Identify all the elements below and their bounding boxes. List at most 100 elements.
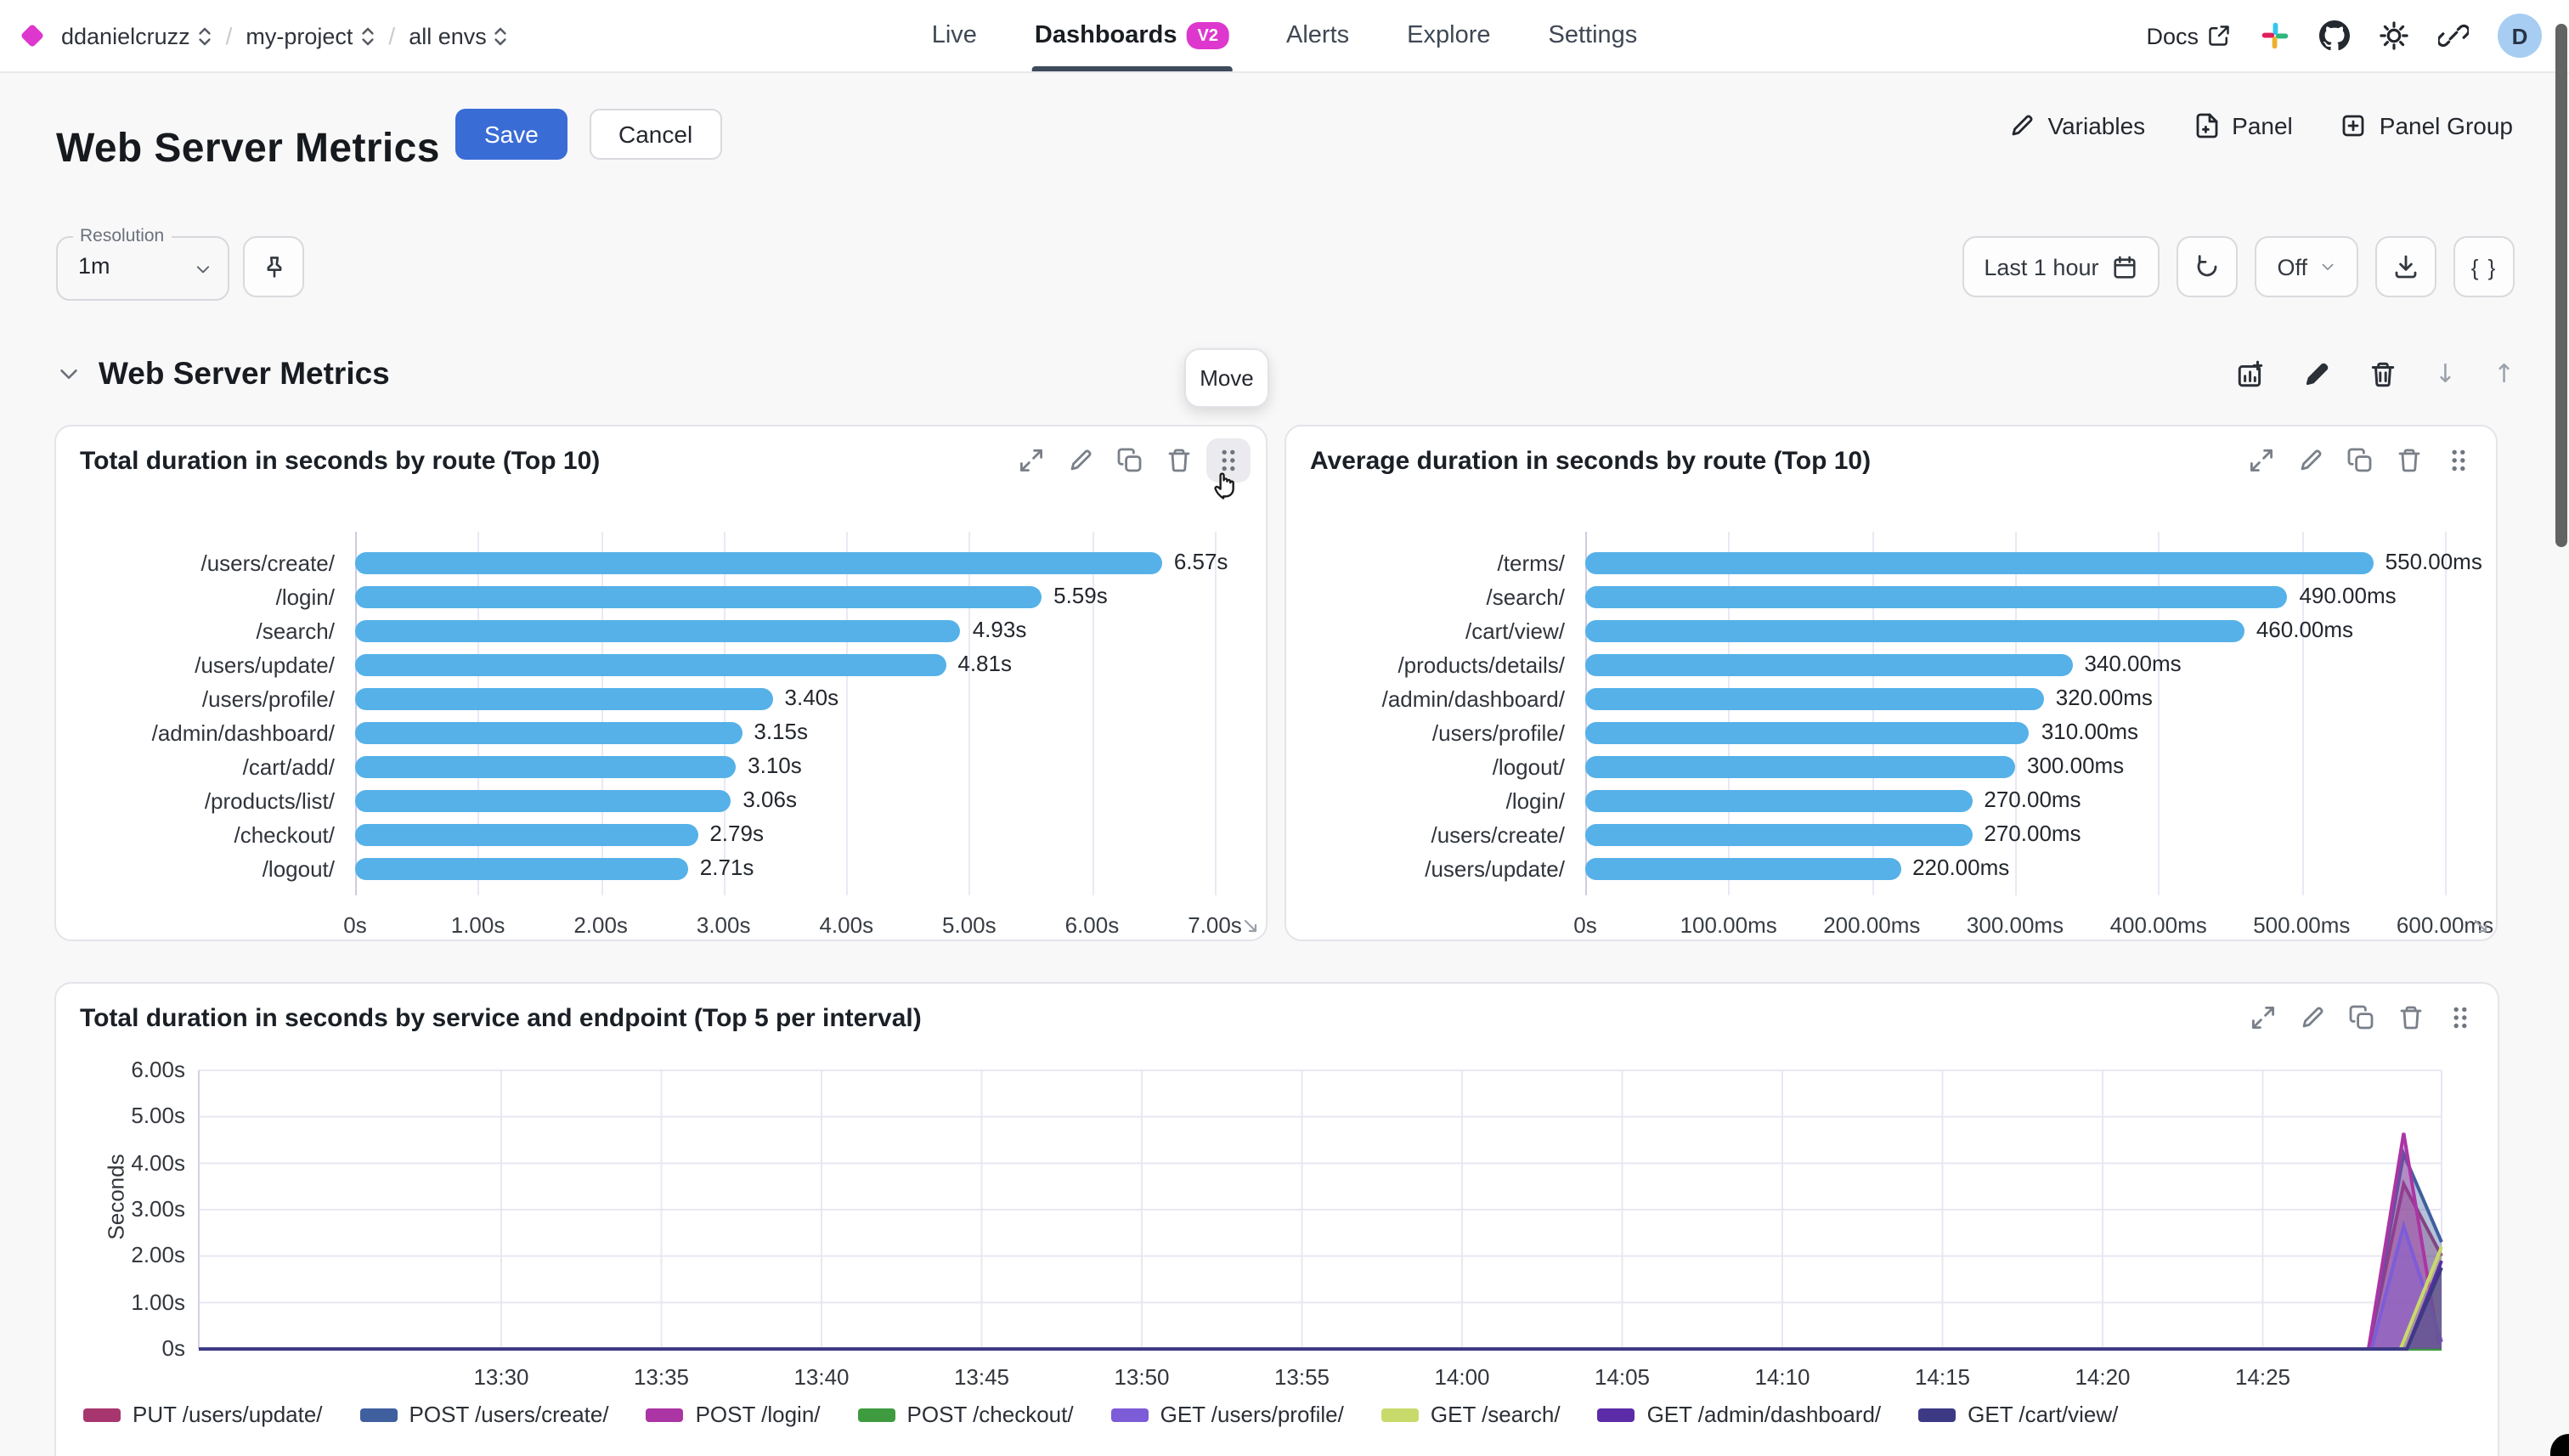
add-panel-group-button[interactable]: Panel Group bbox=[2340, 112, 2513, 139]
pin-icon bbox=[266, 256, 281, 277]
bar[interactable] bbox=[355, 823, 698, 845]
theme-toggle-icon[interactable] bbox=[2379, 20, 2409, 51]
bar[interactable] bbox=[355, 585, 1042, 607]
bar[interactable] bbox=[355, 687, 773, 709]
avatar[interactable]: D bbox=[2498, 14, 2542, 58]
legend-item[interactable]: GET /cart/view/ bbox=[1918, 1402, 2118, 1427]
tab-alerts[interactable]: Alerts bbox=[1286, 22, 1350, 49]
bar[interactable] bbox=[1585, 755, 2015, 777]
duplicate-icon[interactable] bbox=[2346, 447, 2374, 474]
breadcrumb-env[interactable]: all envs bbox=[409, 23, 509, 48]
tab-settings[interactable]: Settings bbox=[1548, 22, 1638, 49]
delete-icon[interactable] bbox=[2397, 1004, 2425, 1031]
bar[interactable] bbox=[355, 619, 961, 641]
bar[interactable] bbox=[355, 551, 1162, 573]
bar[interactable] bbox=[1585, 857, 1901, 879]
variables-button[interactable]: Variables bbox=[2009, 112, 2145, 139]
auto-refresh-select[interactable]: Off bbox=[2255, 236, 2358, 297]
drag-handle-icon[interactable] bbox=[2445, 447, 2472, 474]
tab-explore[interactable]: Explore bbox=[1407, 22, 1491, 49]
add-panel-button[interactable]: Panel bbox=[2193, 112, 2293, 139]
pin-resolution-button[interactable] bbox=[243, 236, 304, 297]
bar[interactable] bbox=[1585, 721, 2030, 743]
bar[interactable] bbox=[1585, 551, 2374, 573]
legend-item[interactable]: GET /users/profile/ bbox=[1110, 1402, 1344, 1427]
x-tick-label: 14:05 bbox=[1594, 1364, 1651, 1390]
bar-value-label: 550.00ms bbox=[2385, 549, 2482, 574]
refresh-button[interactable] bbox=[2177, 236, 2239, 297]
tab-dashboards[interactable]: Dashboards V2 bbox=[1030, 0, 1233, 71]
bar[interactable] bbox=[1585, 619, 2244, 641]
breadcrumb-project[interactable]: my-project bbox=[246, 23, 375, 48]
legend-swatch bbox=[1597, 1408, 1635, 1421]
cancel-button[interactable]: Cancel bbox=[590, 109, 722, 160]
duplicate-icon[interactable] bbox=[1116, 447, 1143, 474]
resolution-select[interactable]: Resolution 1m bbox=[56, 226, 229, 301]
x-tick-label: 14:00 bbox=[1434, 1364, 1490, 1390]
bar[interactable] bbox=[355, 755, 737, 777]
json-view-button[interactable]: { } bbox=[2453, 236, 2515, 297]
bar[interactable] bbox=[355, 653, 946, 675]
save-button[interactable]: Save bbox=[455, 109, 567, 160]
x-tick-label: 0s bbox=[1573, 912, 1597, 938]
legend-item[interactable]: POST /users/create/ bbox=[359, 1402, 609, 1427]
bar[interactable] bbox=[1585, 823, 1973, 845]
expand-icon[interactable] bbox=[2248, 447, 2275, 474]
bar-value-label: 2.79s bbox=[709, 821, 764, 846]
bar[interactable] bbox=[1585, 687, 2044, 709]
y-tick-label: 4.00s bbox=[131, 1149, 185, 1176]
slack-icon[interactable] bbox=[2260, 20, 2290, 51]
legend-item[interactable]: GET /admin/dashboard/ bbox=[1597, 1402, 1881, 1427]
bar[interactable] bbox=[355, 789, 731, 811]
tab-live[interactable]: Live bbox=[931, 22, 977, 49]
delete-icon[interactable] bbox=[2369, 359, 2397, 388]
share-link-icon[interactable] bbox=[2438, 20, 2469, 51]
series-line bbox=[199, 1260, 2443, 1351]
hand-cursor bbox=[1214, 472, 1234, 499]
edit-icon[interactable] bbox=[2302, 359, 2331, 388]
move-up-icon[interactable]: ↑ bbox=[2493, 358, 2515, 389]
bar[interactable] bbox=[355, 857, 688, 879]
resize-corner-icon[interactable] bbox=[1242, 917, 1259, 934]
drag-handle-hover[interactable] bbox=[1206, 438, 1251, 483]
docs-link[interactable]: Docs bbox=[2146, 23, 2231, 48]
add-chart-icon[interactable] bbox=[2236, 359, 2265, 388]
x-tick-label: 13:40 bbox=[793, 1364, 850, 1390]
bar-row: /logout/2.71s bbox=[80, 851, 1242, 885]
bar-category-label: /search/ bbox=[256, 618, 336, 643]
top-bar: ddanielcruzz / my-project / all envs Liv… bbox=[0, 0, 2569, 73]
x-tick-label: 1.00s bbox=[450, 912, 505, 938]
gridline bbox=[1728, 532, 1731, 895]
time-range-button[interactable]: Last 1 hour bbox=[1962, 236, 2160, 297]
legend-item[interactable]: POST /login/ bbox=[646, 1402, 821, 1427]
edit-icon[interactable] bbox=[2297, 447, 2324, 474]
drag-handle-icon[interactable] bbox=[2447, 1004, 2474, 1031]
bar[interactable] bbox=[1585, 789, 1973, 811]
duplicate-icon[interactable] bbox=[2348, 1004, 2375, 1031]
vertical-scrollbar-thumb[interactable] bbox=[2555, 24, 2567, 547]
move-down-icon[interactable]: ↓ bbox=[2434, 358, 2456, 389]
delete-icon[interactable] bbox=[2396, 447, 2423, 474]
edit-icon[interactable] bbox=[1067, 447, 1094, 474]
download-button[interactable] bbox=[2375, 236, 2436, 297]
bar[interactable] bbox=[355, 721, 742, 743]
github-icon[interactable] bbox=[2319, 20, 2350, 51]
legend-item[interactable]: GET /search/ bbox=[1380, 1402, 1561, 1427]
bar[interactable] bbox=[1585, 585, 2288, 607]
bar-category-label: /products/details/ bbox=[1397, 652, 1565, 677]
bar-row: /login/5.59s bbox=[80, 579, 1242, 613]
panel-duration-by-service-endpoint: Total duration in seconds by service and… bbox=[54, 982, 2499, 1456]
expand-icon[interactable] bbox=[1018, 447, 1045, 474]
edit-icon[interactable] bbox=[2299, 1004, 2326, 1031]
legend-item[interactable]: POST /checkout/ bbox=[857, 1402, 1074, 1427]
expand-icon[interactable] bbox=[2250, 1004, 2277, 1031]
breadcrumb-org[interactable]: ddanielcruzz bbox=[61, 23, 212, 48]
legend-item[interactable]: PUT /users/update/ bbox=[83, 1402, 323, 1427]
timeseries-plot[interactable] bbox=[198, 1069, 2443, 1351]
resize-corner-icon[interactable] bbox=[2472, 917, 2489, 934]
x-tick-label: 4.00s bbox=[819, 912, 874, 938]
bar[interactable] bbox=[1585, 653, 2073, 675]
bar-category-label: /users/profile/ bbox=[1431, 720, 1565, 745]
collapse-chevron-icon[interactable] bbox=[56, 361, 82, 387]
delete-icon[interactable] bbox=[1166, 447, 1193, 474]
